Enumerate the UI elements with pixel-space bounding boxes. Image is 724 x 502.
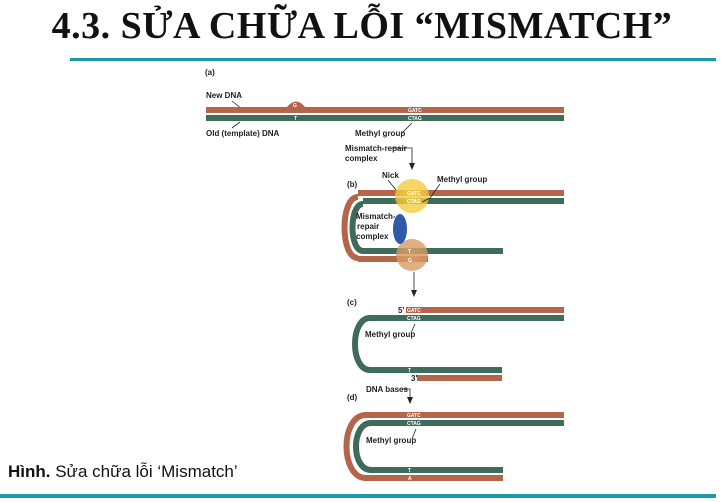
mismatch-repair-protein-tan (396, 239, 428, 271)
gatc-c: GATC (407, 308, 421, 314)
new-dna-strand-b (358, 190, 564, 196)
gatc-d: GATC (407, 413, 421, 419)
mrc-label-b-line2: repair (357, 222, 379, 231)
ctag-a: CTAG (408, 116, 422, 122)
page-title: 4.3. SỬA CHỮA LỖI “MISMATCH” (51, 5, 673, 47)
old-dna-strand-c (370, 315, 564, 321)
base-t-a: T (294, 116, 297, 122)
methyl-group-label-b: Methyl group (437, 175, 487, 184)
figure-caption: Hình. Sửa chữa lỗi ‘Mismatch’ (8, 462, 238, 482)
five-prime-c: 5' (398, 306, 404, 315)
caption-bold: Hình. (8, 462, 51, 481)
panel-a-label: (a) (205, 68, 215, 77)
methyl-group-label-a: Methyl group (355, 129, 405, 138)
new-dna-strand-d (366, 412, 564, 418)
new-dna-strand-a (206, 107, 564, 113)
base-a-d: A (408, 476, 412, 482)
base-t-d: T (408, 468, 411, 474)
mismatch-repair-complex-blue (393, 214, 407, 244)
old-dna-label: Old (template) DNA (206, 129, 280, 138)
gatc-a: GATC (408, 108, 422, 114)
mrc-label-b-line3: complex (356, 232, 389, 241)
gatc-b: GATC (407, 191, 421, 197)
bottom-divider (0, 494, 716, 498)
ctag-d: CTAG (407, 421, 421, 427)
caption-text: Sửa chữa lỗi ‘Mismatch’ (50, 462, 238, 481)
title-divider (70, 58, 716, 61)
old-dna-strand-d (371, 420, 564, 426)
dna-bases-label: DNA bases (366, 385, 408, 394)
methyl-group-label-d: Methyl group (366, 436, 416, 445)
nick-label: Nick (382, 171, 399, 180)
panel-c-label: (c) (347, 298, 357, 307)
mismatch-repair-protein-yellow (395, 179, 429, 213)
mrc-label-a-line1: Mismatch-repair (345, 144, 407, 153)
base-g-b: G (408, 258, 412, 264)
panel-d-label: (d) (347, 393, 358, 402)
base-g-a: G (293, 103, 297, 109)
panel-b-label: (b) (347, 180, 358, 189)
new-dna-strand-c (406, 307, 564, 313)
base-t-b: T (408, 249, 411, 255)
mrc-label-a-line2: complex (345, 154, 378, 163)
ctag-c: CTAG (407, 316, 421, 322)
new-dna-label: New DNA (206, 91, 242, 100)
mrc-label-b-line1: Mismatch- (356, 212, 396, 221)
ctag-b: CTAG (407, 199, 421, 205)
mismatch-bulge (287, 101, 305, 107)
old-dna-strand-b (363, 198, 564, 204)
three-prime-c: 3' (411, 374, 417, 383)
base-t-c: T (408, 368, 411, 374)
old-dna-strand-a (206, 115, 564, 121)
methyl-group-label-c: Methyl group (365, 330, 415, 339)
